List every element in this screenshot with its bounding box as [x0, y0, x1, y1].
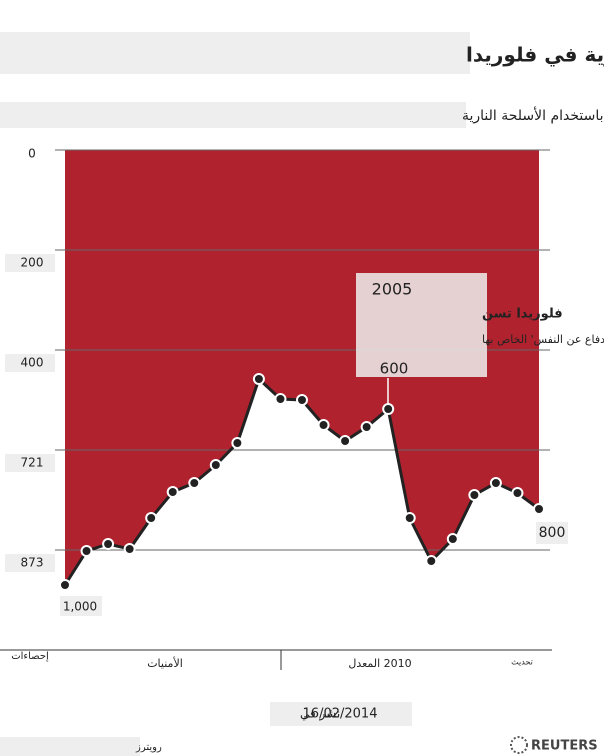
callout-line: قانون 'الدفاع عن النفس' الخاص بها	[482, 333, 604, 346]
logo-icon	[510, 736, 528, 754]
y-tick-box	[5, 554, 55, 572]
point	[80, 545, 93, 557]
point	[296, 394, 308, 406]
subtitle-box	[0, 102, 466, 128]
x-axis-segment: تحديث	[511, 658, 533, 667]
callout-box	[356, 273, 487, 377]
point	[252, 373, 265, 385]
point	[382, 403, 395, 415]
annotation-box	[60, 596, 102, 616]
y-tick-box	[5, 354, 55, 372]
annotation: 1,000	[63, 600, 97, 614]
point	[489, 477, 502, 489]
point	[209, 459, 222, 471]
chart-title: وفيات الأسلحة النارية في فلوريدا	[466, 42, 604, 68]
callout-year: 2005	[372, 280, 413, 299]
area	[65, 150, 539, 585]
point	[468, 489, 481, 501]
y-tick-label: 400	[21, 356, 44, 370]
x-axis-segment: الأمنيات	[147, 656, 183, 670]
plot: 0 200 400 721 873	[5, 147, 550, 591]
y-tick-label: 0	[28, 147, 36, 161]
footer-date: 16/02/2014	[303, 707, 378, 722]
title-box	[0, 32, 470, 74]
footer-source: رويترز	[135, 742, 162, 753]
point	[403, 512, 416, 524]
y-tick-box	[5, 454, 55, 472]
point	[102, 538, 115, 550]
point	[511, 487, 524, 499]
point	[274, 393, 287, 405]
annotation: 800	[539, 525, 566, 541]
callout-line: فلوريدا تسن	[482, 307, 563, 322]
point	[317, 419, 330, 431]
point	[188, 477, 201, 489]
point	[145, 512, 158, 524]
point	[446, 533, 459, 545]
y-tick-label: 721	[21, 456, 44, 470]
x-axis-segment: 2010 المعدل	[348, 657, 411, 670]
y-tick-box	[5, 254, 55, 272]
point	[425, 555, 438, 567]
footer-published: نشر في	[300, 707, 340, 722]
footer-box	[270, 702, 412, 726]
y-tick-label: 200	[21, 256, 44, 270]
x-axis-label: إحصاءات	[11, 651, 49, 662]
annotation-box	[536, 522, 568, 544]
point	[166, 486, 179, 498]
callout-value: 600	[380, 360, 409, 378]
y-tick-label: 873	[21, 556, 44, 570]
point	[533, 503, 545, 515]
point	[123, 543, 136, 555]
logo: REUTERS	[531, 739, 598, 754]
source-box	[0, 737, 140, 756]
point	[339, 435, 352, 447]
point	[231, 437, 244, 449]
chart-subtitle: عدد جرائم القتل المرتكبة باستخدام الأسلح…	[462, 106, 604, 124]
point	[360, 421, 373, 433]
point	[59, 579, 71, 591]
